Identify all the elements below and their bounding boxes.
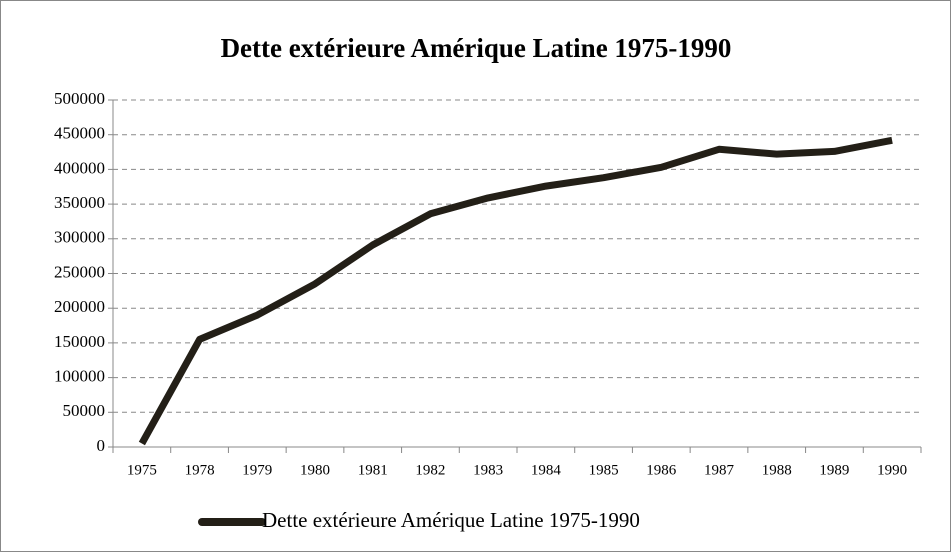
series-line bbox=[138, 136, 893, 446]
x-tick-label: 1989 bbox=[819, 462, 849, 478]
y-tick-label: 450000 bbox=[54, 124, 105, 143]
x-tick-label: 1990 bbox=[877, 462, 907, 478]
y-tick-label: 400000 bbox=[54, 158, 105, 177]
y-tick-label: 250000 bbox=[54, 262, 105, 281]
x-tick-label: 1978 bbox=[185, 462, 215, 478]
y-tick-label: 150000 bbox=[54, 332, 105, 351]
y-tick-label: 0 bbox=[97, 436, 106, 455]
x-tick-label: 1984 bbox=[531, 462, 562, 478]
x-tick-label: 1980 bbox=[300, 462, 330, 478]
y-tick-label: 300000 bbox=[54, 228, 105, 247]
x-tick-label: 1987 bbox=[704, 462, 735, 478]
x-tick-label: 1981 bbox=[358, 462, 388, 478]
x-tick-label: 1983 bbox=[473, 462, 503, 478]
x-tick-label: 1979 bbox=[242, 462, 272, 478]
x-tick-label: 1986 bbox=[646, 462, 677, 478]
y-tick-label: 350000 bbox=[54, 193, 105, 212]
y-tick-label: 50000 bbox=[63, 401, 106, 420]
y-tick-label: 200000 bbox=[54, 297, 105, 316]
legend-label: Dette extérieure Amérique Latine 1975-19… bbox=[262, 508, 640, 532]
x-tick-label: 1975 bbox=[127, 462, 157, 478]
x-tick-label: 1982 bbox=[415, 462, 445, 478]
y-tick-label: 100000 bbox=[54, 367, 105, 386]
chart-title: Dette extérieure Amérique Latine 1975-19… bbox=[221, 33, 732, 63]
y-tick-label: 500000 bbox=[54, 89, 105, 108]
x-tick-label: 1985 bbox=[589, 462, 619, 478]
x-tick-label: 1988 bbox=[762, 462, 792, 478]
